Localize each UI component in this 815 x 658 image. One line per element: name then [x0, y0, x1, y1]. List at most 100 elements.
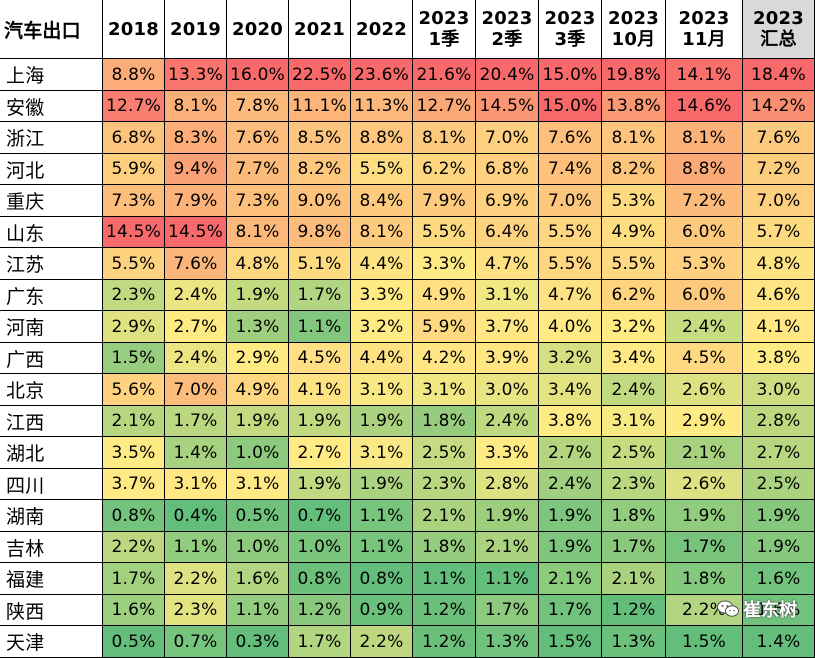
- table-cell: 8.5%: [289, 122, 351, 154]
- table-cell: 4.7%: [539, 280, 602, 311]
- table-cell: 4.8%: [227, 248, 289, 280]
- table-cell: 0.4%: [165, 500, 227, 532]
- table-cell: 6.8%: [103, 122, 165, 154]
- table-cell: 2.4%: [666, 311, 743, 343]
- table-cell: 2.4%: [165, 343, 227, 374]
- table-cell: 2.1%: [666, 437, 743, 469]
- row-label: 福建: [0, 563, 103, 595]
- table-cell: 6.9%: [476, 185, 539, 217]
- table-cell: 1.8%: [666, 563, 743, 595]
- watermark: 崔东树: [717, 596, 797, 622]
- table-cell: 0.3%: [227, 626, 289, 658]
- table-cell: 2.7%: [539, 437, 602, 469]
- table-cell: 2.6%: [666, 469, 743, 500]
- table-cell: 13.8%: [602, 91, 666, 122]
- table-cell: 1.3%: [227, 311, 289, 343]
- table-cell: 3.9%: [476, 343, 539, 374]
- table-cell: 1.6%: [743, 595, 815, 626]
- table-cell: 7.2%: [666, 185, 743, 217]
- table-cell: 3.7%: [103, 469, 165, 500]
- table-cell: 4.7%: [476, 248, 539, 280]
- table-cell: 1.8%: [413, 406, 476, 437]
- row-label: 河南: [0, 311, 103, 343]
- table-cell: 3.4%: [539, 374, 602, 406]
- table-cell: 0.8%: [351, 563, 413, 595]
- table-cell: 7.7%: [227, 154, 289, 185]
- table-cell: 7.6%: [165, 248, 227, 280]
- table-cell: 1.9%: [227, 406, 289, 437]
- column-header: 2023 10月: [602, 0, 666, 59]
- table-cell: 7.9%: [413, 185, 476, 217]
- table-cell: 1.3%: [476, 626, 539, 658]
- table-cell: 2.5%: [602, 437, 666, 469]
- table-cell: 12.7%: [413, 91, 476, 122]
- table-cell: 8.8%: [666, 154, 743, 185]
- table-cell: 1.7%: [289, 626, 351, 658]
- column-header-period: 1季: [428, 29, 460, 50]
- table-cell: 2.2%: [103, 532, 165, 563]
- column-header: 2018: [103, 0, 165, 59]
- table-cell: 2.1%: [539, 563, 602, 595]
- table-cell: 8.8%: [351, 122, 413, 154]
- table-cell: 7.6%: [227, 122, 289, 154]
- table-cell: 5.7%: [743, 217, 815, 248]
- table-cell: 4.5%: [666, 343, 743, 374]
- table-cell: 0.8%: [289, 563, 351, 595]
- table-cell: 3.3%: [351, 280, 413, 311]
- row-label: 山东: [0, 217, 103, 248]
- table-cell: 1.6%: [227, 563, 289, 595]
- table-cell: 8.2%: [289, 154, 351, 185]
- row-label: 广西: [0, 343, 103, 374]
- table-cell: 1.9%: [476, 500, 539, 532]
- table-cell: 4.9%: [227, 374, 289, 406]
- row-label: 浙江: [0, 122, 103, 154]
- row-label: 安徽: [0, 91, 103, 122]
- table-cell: 2.6%: [666, 374, 743, 406]
- table-cell: 18.4%: [743, 59, 815, 91]
- table-cell: 3.3%: [413, 248, 476, 280]
- table-cell: 11.3%: [351, 91, 413, 122]
- table-cell: 0.5%: [227, 500, 289, 532]
- table-cell: 6.4%: [476, 217, 539, 248]
- table-cell: 1.9%: [289, 469, 351, 500]
- table-cell: 1.8%: [413, 532, 476, 563]
- table-cell: 22.5%: [289, 59, 351, 91]
- table-cell: 1.1%: [351, 532, 413, 563]
- table-cell: 1.7%: [289, 280, 351, 311]
- table-cell: 7.3%: [227, 185, 289, 217]
- table-cell: 14.1%: [666, 59, 743, 91]
- table-cell: 5.5%: [539, 217, 602, 248]
- table-cell: 2.3%: [602, 469, 666, 500]
- table-cell: 5.5%: [103, 248, 165, 280]
- table-cell: 8.1%: [351, 217, 413, 248]
- table-cell: 8.2%: [602, 154, 666, 185]
- table-cell: 6.8%: [476, 154, 539, 185]
- table-cell: 7.9%: [165, 185, 227, 217]
- table-cell: 3.1%: [351, 374, 413, 406]
- table-cell: 2.5%: [743, 469, 815, 500]
- table-cell: 16.0%: [227, 59, 289, 91]
- table-cell: 4.0%: [539, 311, 602, 343]
- table-cell: 5.5%: [539, 248, 602, 280]
- table-cell: 2.1%: [103, 406, 165, 437]
- table-cell: 1.7%: [165, 406, 227, 437]
- table-cell: 1.9%: [666, 500, 743, 532]
- table-cell: 1.9%: [743, 532, 815, 563]
- table-cell: 4.6%: [743, 280, 815, 311]
- table-cell: 2.4%: [539, 469, 602, 500]
- table-cell: 12.7%: [103, 91, 165, 122]
- table-cell: 3.2%: [351, 311, 413, 343]
- column-header: 2022: [351, 0, 413, 59]
- table-cell: 1.5%: [103, 343, 165, 374]
- table-cell: 5.3%: [602, 185, 666, 217]
- table-cell: 1.9%: [227, 280, 289, 311]
- table-cell: 5.3%: [666, 248, 743, 280]
- column-header: 2023 1季: [413, 0, 476, 59]
- table-cell: 7.6%: [743, 122, 815, 154]
- table-cell: 3.7%: [476, 311, 539, 343]
- table-cell: 4.1%: [743, 311, 815, 343]
- table-cell: 2.1%: [413, 500, 476, 532]
- table-cell: 2.1%: [476, 532, 539, 563]
- column-header-year: 2023: [544, 8, 596, 29]
- column-header-period: 2季: [491, 29, 523, 50]
